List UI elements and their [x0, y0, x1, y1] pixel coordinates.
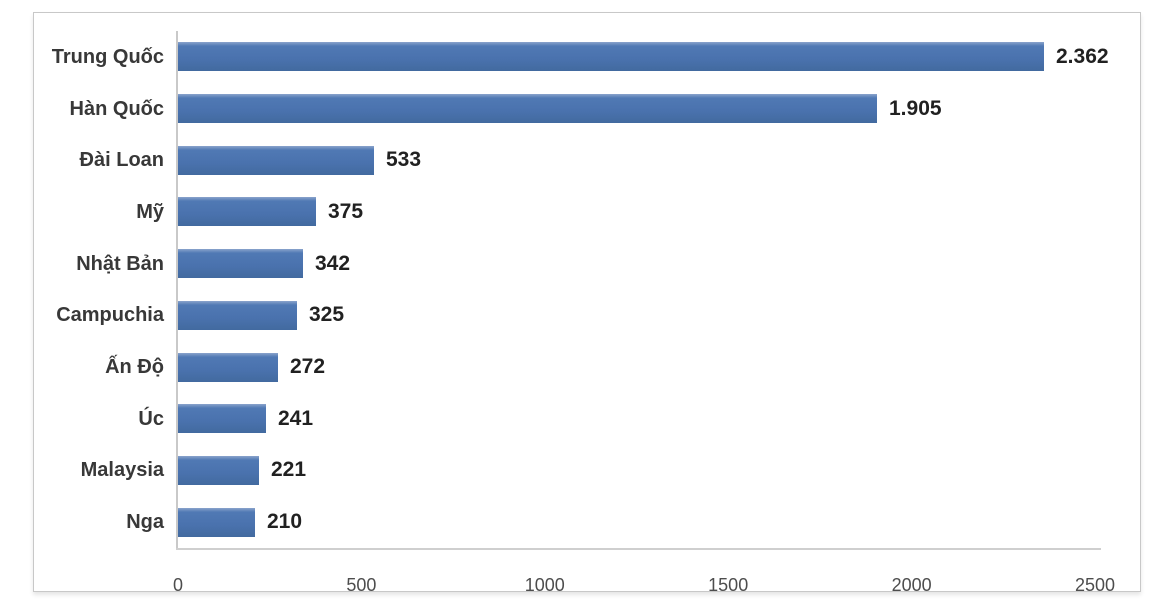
value-label: 241 — [278, 406, 314, 430]
value-label: 342 — [315, 251, 351, 275]
value-label: 221 — [271, 458, 307, 482]
bar — [178, 42, 1044, 72]
category-label: Trung Quốc — [51, 45, 164, 68]
bar — [178, 300, 297, 330]
x-axis-tick-row: 0 500 1000 1500 2000 2500 — [173, 562, 1115, 595]
value-label: 1.905 — [889, 96, 942, 120]
chart-frame: Trung Quốc Hàn Quốc Đài Loan Mỹ Nhật Bản Camp… — [33, 12, 1141, 595]
x-axis-tick-label: 2500 — [1074, 575, 1116, 595]
category-label: Mỹ — [136, 200, 164, 223]
value-label: 2.362 — [1056, 44, 1109, 68]
bar — [178, 197, 316, 227]
x-axis-tick-label: 0 — [172, 575, 183, 595]
value-label: 272 — [290, 355, 326, 379]
value-label: 210 — [267, 510, 303, 534]
category-label: Malaysia — [80, 459, 164, 482]
category-label: Nga — [126, 511, 164, 534]
category-label: Ấn Độ — [105, 356, 164, 379]
value-label: 375 — [328, 199, 364, 223]
bar — [178, 94, 877, 124]
value-label: 533 — [386, 148, 422, 172]
bar — [178, 455, 259, 485]
category-axis: Trung Quốc Hàn Quốc Đài Loan Mỹ Nhật Bản Camp… — [34, 31, 164, 548]
plot-area: 2.362 1.905 533 375 342 325 272 241 221 210 — [176, 31, 1109, 550]
x-axis-tick-label: 2000 — [891, 575, 932, 595]
value-label: 325 — [309, 303, 345, 327]
bar — [178, 404, 266, 434]
x-axis-tick-label: 500 — [346, 575, 377, 595]
y-axis-line — [176, 31, 178, 550]
x-axis-tick-label: 1500 — [708, 575, 749, 595]
category-label: Úc — [138, 407, 164, 430]
category-label: Campuchia — [56, 304, 164, 327]
category-label: Đài Loan — [79, 149, 164, 172]
bar — [178, 352, 278, 382]
bar — [178, 249, 303, 279]
category-label: Nhật Bản — [76, 252, 164, 275]
category-label: Hàn Quốc — [69, 97, 164, 120]
x-axis-tick-label: 1000 — [524, 575, 565, 595]
bar — [178, 507, 255, 537]
x-axis-line — [176, 548, 1101, 550]
bar — [178, 145, 374, 175]
